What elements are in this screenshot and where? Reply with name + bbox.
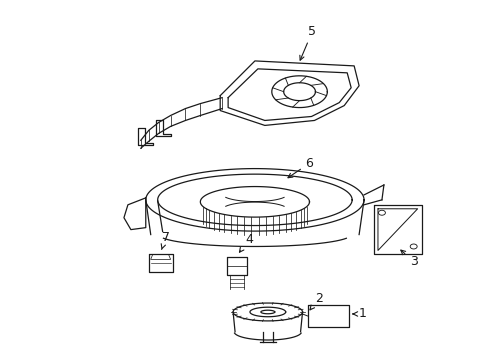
Text: 6: 6: [287, 157, 313, 178]
Text: 4: 4: [239, 233, 252, 252]
Text: 5: 5: [299, 24, 316, 60]
Text: 7: 7: [161, 231, 169, 249]
Text: 2: 2: [309, 292, 323, 310]
Text: 1: 1: [352, 307, 366, 320]
Text: 3: 3: [400, 250, 417, 268]
